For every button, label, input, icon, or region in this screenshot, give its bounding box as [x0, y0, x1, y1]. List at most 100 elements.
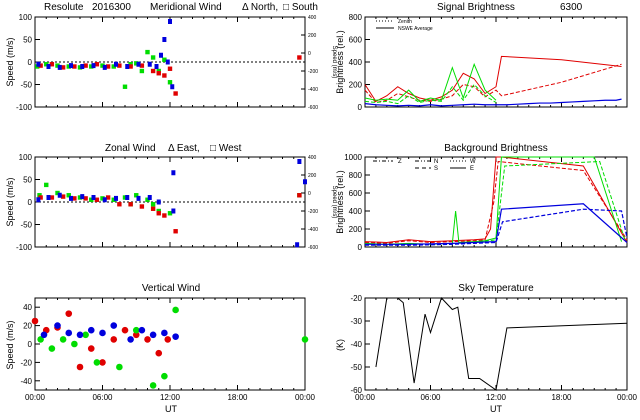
title-north: Δ North,	[242, 2, 278, 13]
blue-point	[40, 331, 48, 339]
green-point	[161, 372, 168, 380]
blue-point	[102, 64, 107, 70]
legend-average: NSWE Average	[398, 26, 433, 32]
red-point	[94, 62, 100, 67]
green-point	[122, 195, 128, 200]
y-tick-label: 100	[19, 153, 33, 162]
y-tick-label: 0	[28, 198, 33, 207]
red-point	[167, 66, 173, 71]
y-tick-label: 20	[23, 322, 32, 331]
green-point	[44, 182, 49, 188]
zonal-wind-panel: Zonal Wind Δ East, □ West Speed (m/s) Sp…	[5, 143, 337, 252]
blue-point	[99, 329, 106, 337]
red-point	[110, 336, 118, 343]
title-zonal: Zonal Wind	[105, 143, 156, 154]
green-point	[100, 63, 105, 68]
red-point	[156, 211, 161, 216]
blue-series-line	[364, 98, 622, 107]
green-series-line	[364, 62, 497, 102]
blue-point	[114, 195, 118, 201]
green-point	[55, 190, 60, 196]
y-axis-label: Speed (m/s)	[5, 37, 15, 86]
blue-point	[172, 333, 179, 340]
x-axis-label: UT	[490, 404, 502, 414]
red-point	[164, 336, 172, 343]
title-station: Resolute	[44, 2, 84, 13]
green-point	[89, 64, 94, 69]
y-axis-label: Speed (m/s)	[5, 320, 15, 369]
blue-point	[76, 331, 84, 339]
y-axis-label: Brightness (rel.)	[335, 30, 345, 94]
blue-point	[36, 61, 41, 67]
y-tick-label: -20	[350, 294, 362, 303]
red-point	[87, 345, 95, 352]
blue-point	[80, 194, 85, 200]
x-tick-label: 06:00	[420, 393, 441, 402]
red-point	[60, 194, 66, 199]
red-point	[144, 336, 151, 343]
y-axis-label: Speed (m/s)	[5, 177, 15, 226]
green-point	[167, 80, 173, 85]
y-tick-label: 400	[349, 207, 363, 216]
y2-tick-label: 400	[308, 155, 317, 161]
blue-point	[46, 195, 51, 200]
green-point	[55, 63, 60, 68]
green-point	[134, 193, 139, 198]
green-point	[77, 195, 83, 200]
red-point	[162, 73, 167, 78]
green-point	[71, 340, 78, 348]
blue-point	[295, 242, 300, 248]
y2-tick-label: 200	[308, 173, 317, 179]
y-tick-label: 0	[358, 103, 363, 112]
blue-point	[127, 336, 134, 343]
title-south: □ South	[283, 2, 318, 13]
x-tick-label: 00:00	[355, 393, 376, 402]
y-tick-label: 50	[23, 176, 32, 185]
meridional-wind-panel: Resolute 2016300 Meridional Wind Δ North…	[5, 2, 337, 112]
red-point	[117, 63, 122, 68]
title-date: 2016300	[92, 2, 131, 13]
red-series-line	[364, 156, 628, 244]
red-point	[155, 349, 163, 357]
red-point	[173, 229, 178, 234]
y-tick-label: -40	[350, 340, 362, 349]
blue-point	[147, 195, 152, 200]
green-point	[48, 345, 56, 352]
red-point	[49, 62, 55, 67]
red-point	[117, 202, 122, 207]
blue-point	[170, 84, 175, 90]
y2-tick-label: -600	[308, 245, 318, 251]
blue-point	[161, 329, 168, 337]
red-point	[72, 64, 77, 69]
legend-e: E	[470, 166, 474, 172]
y-tick-label: 0	[28, 58, 33, 67]
blue-point	[149, 331, 157, 339]
y-tick-label: -100	[16, 243, 33, 252]
y-tick-label: -40	[20, 377, 32, 386]
green-point	[145, 49, 150, 55]
red-point	[83, 63, 88, 68]
green-point	[156, 208, 161, 214]
x-tick-label: 12:00	[486, 393, 507, 402]
y2-tick-label: -400	[308, 87, 318, 93]
blue-point	[65, 329, 73, 337]
y-tick-label: 1000	[344, 153, 362, 162]
x-tick-label: 00:00	[617, 393, 638, 402]
red-point	[156, 71, 161, 76]
blue-point	[46, 64, 51, 69]
blue-series-line	[365, 203, 628, 245]
title-east: Δ East,	[168, 143, 200, 154]
green-point	[116, 363, 123, 371]
green-point	[156, 68, 161, 74]
blue-point	[159, 52, 163, 58]
red-point	[72, 196, 77, 201]
blue2-series-line	[365, 208, 628, 246]
green-point	[111, 197, 116, 202]
green-point	[134, 61, 139, 66]
y2-tick-label: 0	[308, 51, 311, 57]
title-meridional: Meridional Wind	[150, 2, 222, 13]
green-point	[82, 331, 89, 339]
red-point	[139, 204, 145, 209]
legend-n: N	[434, 159, 438, 165]
y2-tick-label: -400	[308, 227, 318, 233]
